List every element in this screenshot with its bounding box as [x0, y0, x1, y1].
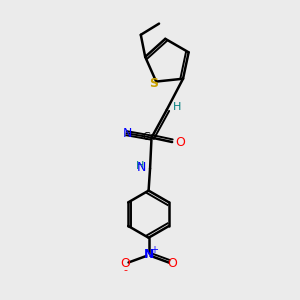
Text: H: H	[136, 161, 144, 171]
Text: N: N	[123, 127, 132, 140]
Text: O: O	[167, 256, 177, 270]
Text: N: N	[144, 248, 155, 261]
Text: C: C	[142, 132, 150, 142]
Text: -: -	[123, 265, 127, 275]
Text: O: O	[176, 136, 185, 148]
Text: S: S	[149, 76, 158, 89]
Text: H: H	[173, 102, 182, 112]
Text: O: O	[120, 256, 130, 270]
Text: N: N	[136, 160, 146, 174]
Text: +: +	[151, 244, 158, 254]
